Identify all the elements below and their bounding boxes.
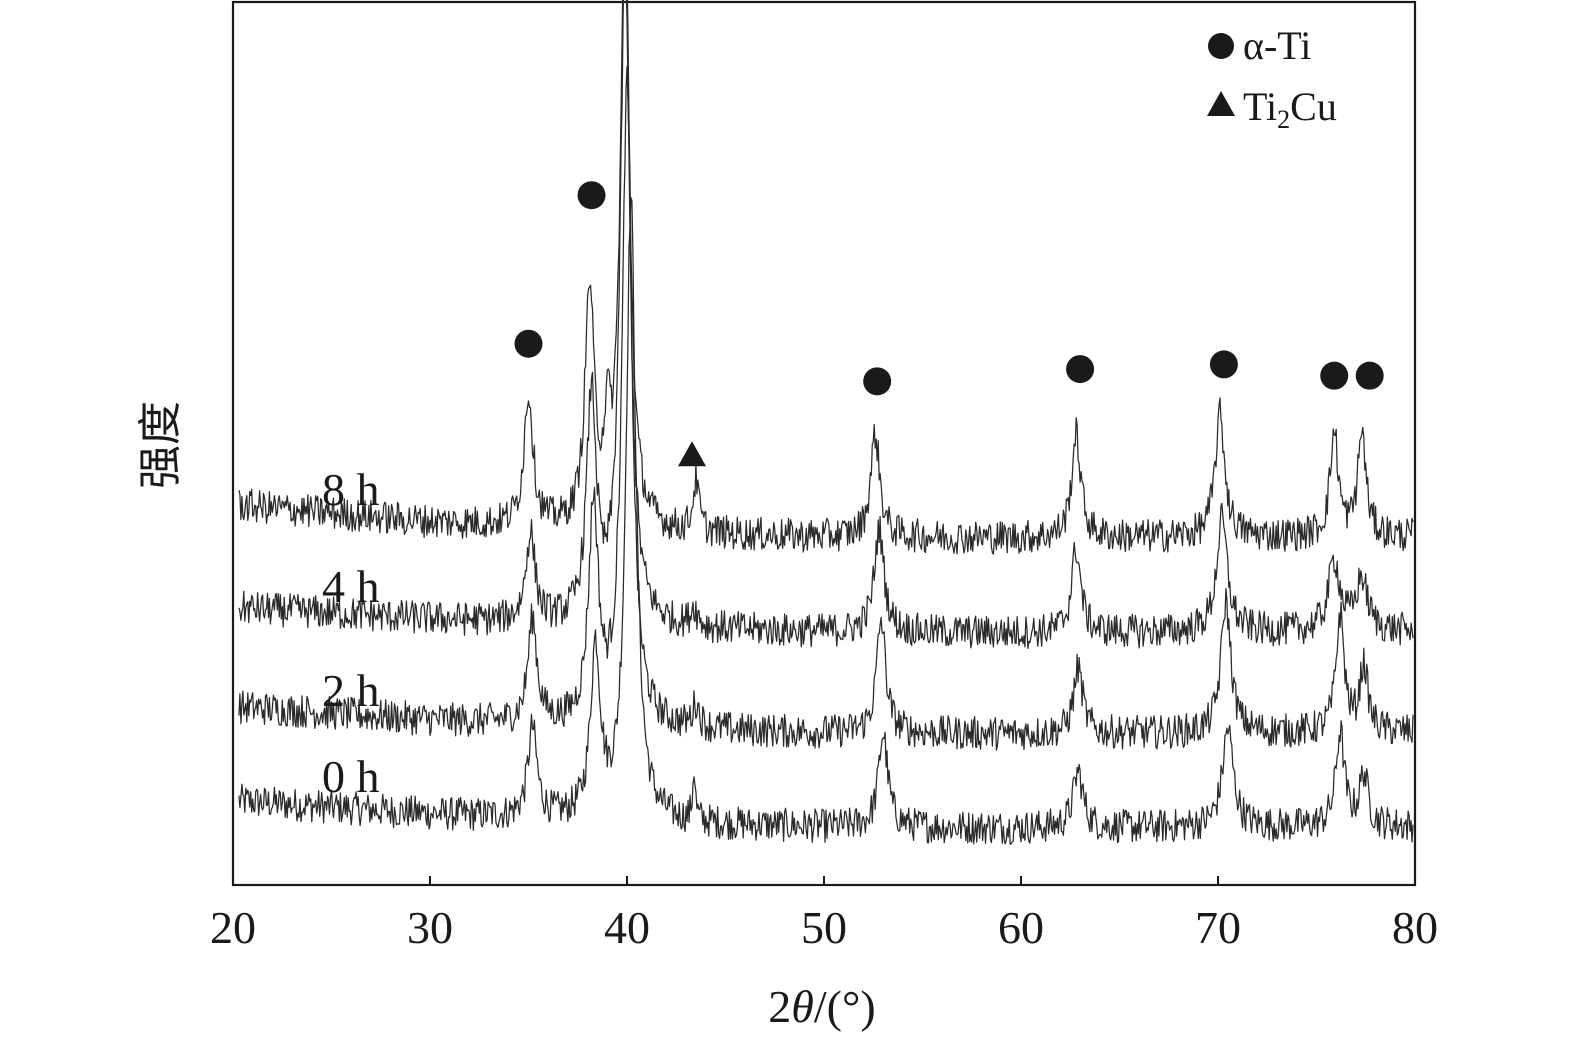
plot-frame <box>231 0 1417 887</box>
trace-4h <box>238 0 1414 650</box>
alpha-ti-marker <box>1355 361 1384 390</box>
x-tick-label: 80 <box>1392 902 1438 953</box>
legend-alpha-ti-marker <box>1208 33 1234 59</box>
alpha-ti-marker <box>1209 350 1238 379</box>
series-label: 8 h <box>322 464 380 515</box>
x-tick-label: 50 <box>801 902 847 953</box>
alpha-ti-marker <box>577 181 606 210</box>
trace-0h <box>238 196 1414 845</box>
alpha-ti-marker <box>514 329 543 358</box>
series-labels: 0 h 2 h 4 h 8 h <box>322 464 380 802</box>
trace-2h <box>238 66 1414 751</box>
x-tick-label: 40 <box>604 902 650 953</box>
alpha-ti-marker <box>1320 361 1349 390</box>
legend: α-Ti Ti2Cu <box>1207 23 1337 134</box>
trace-8h <box>238 0 1414 555</box>
series-label: 4 h <box>322 561 380 612</box>
ti2cu-marker <box>678 441 707 467</box>
x-axis-ticks: 20 30 40 50 60 70 80 <box>210 876 1438 953</box>
x-tick-label: 60 <box>998 902 1044 953</box>
series-label: 2 h <box>322 665 380 716</box>
phase-markers <box>514 181 1384 467</box>
x-tick-label: 20 <box>210 902 256 953</box>
x-axis-label: 2θ/(°) <box>768 981 875 1032</box>
x-tick-label: 30 <box>407 902 453 953</box>
series-traces <box>238 0 1414 845</box>
legend-ti2cu-marker <box>1207 91 1235 116</box>
y-axis-label: 强度 <box>135 401 186 489</box>
legend-ti2cu-label: Ti2Cu <box>1243 84 1337 134</box>
legend-alpha-ti-label: α-Ti <box>1243 23 1311 68</box>
x-tick-label: 70 <box>1195 902 1241 953</box>
alpha-ti-marker <box>1066 355 1095 384</box>
series-label: 0 h <box>322 751 380 802</box>
alpha-ti-marker <box>863 367 892 396</box>
